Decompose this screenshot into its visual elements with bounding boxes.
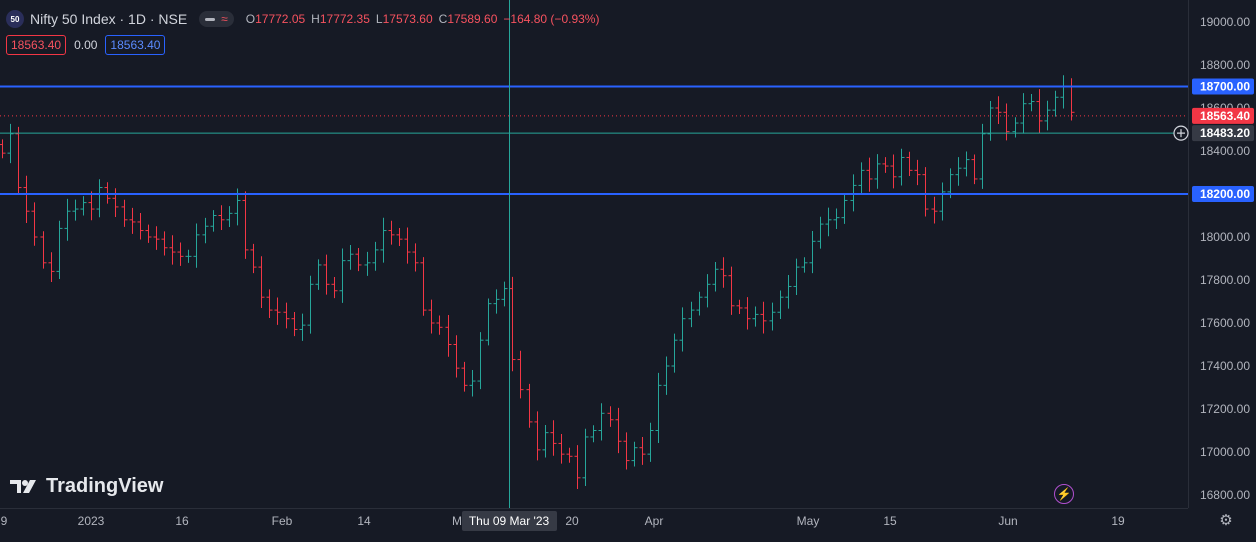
price-label-lower: 18200.00: [1200, 187, 1250, 201]
y-tick-label: 17000.00: [1200, 445, 1250, 459]
indicator-wave-icon[interactable]: ≈: [221, 12, 228, 26]
price-label-lower-bg: [1192, 186, 1254, 202]
y-tick-label: 16800.00: [1200, 488, 1250, 502]
close-value: 17589.60: [447, 12, 498, 26]
tradingview-logo-icon: [10, 479, 36, 493]
x-tick-label: 16: [175, 514, 189, 528]
x-tick-label: 15: [883, 514, 897, 528]
close-label: C: [438, 12, 448, 26]
ohlc-values: O17772.05 H17772.35 L17573.60 C17589.60 …: [246, 12, 600, 26]
sell-button[interactable]: 18563.40: [6, 35, 67, 55]
y-tick-label: 17400.00: [1200, 359, 1250, 373]
y-tick-label: 17200.00: [1200, 402, 1250, 416]
low-value: 17573.60: [382, 12, 433, 26]
visibility-toggle[interactable]: ≈: [199, 11, 234, 27]
trade-buttons: 18563.40 0.00 18563.40: [6, 35, 166, 55]
gear-icon[interactable]: ⚙: [1219, 512, 1233, 529]
y-tick-label: 17600.00: [1200, 316, 1250, 330]
eye-icon[interactable]: [205, 17, 216, 21]
spread-value: 0.00: [74, 38, 98, 52]
x-tick-label: 9: [1, 514, 8, 528]
y-tick-label: 18800.00: [1200, 58, 1250, 72]
x-tick-label: 19: [1111, 514, 1125, 528]
price-label-crosshair: 18483.20: [1200, 126, 1250, 140]
crosshair-date-label: Thu 09 Mar '23: [469, 514, 550, 528]
y-tick-label: 17800.00: [1200, 273, 1250, 287]
logo-text: TradingView: [46, 475, 164, 497]
crosshair-date-bg: [462, 511, 557, 531]
tradingview-logo[interactable]: TradingView: [10, 475, 163, 498]
high-value: 17772.35: [319, 12, 370, 26]
x-tick-label: M: [452, 514, 462, 528]
crosshair-plus-icon-glyph: [1177, 129, 1185, 138]
symbol-logo-icon: 50: [6, 10, 24, 28]
price-label-last: 18563.40: [1200, 109, 1250, 123]
x-tick-label: Apr: [645, 514, 664, 528]
change-value: −164.80 (−0.93%): [503, 12, 600, 26]
y-tick-label: 18400.00: [1200, 144, 1250, 158]
symbol-title[interactable]: Nifty 50 Index · 1D · NSE: [30, 11, 188, 27]
x-tick-label: Jun: [998, 514, 1017, 528]
price-label-upper: 18700.00: [1200, 80, 1250, 94]
x-tick-label: 2023: [78, 514, 105, 528]
x-tick-label: May: [797, 514, 820, 528]
x-tick-label: 14: [357, 514, 371, 528]
price-label-upper-bg: [1192, 78, 1254, 95]
open-value: 17772.05: [255, 12, 306, 26]
x-tick-label: 20: [565, 514, 579, 528]
symbol-header: 50 Nifty 50 Index · 1D · NSE ≈ O17772.05…: [6, 9, 599, 29]
high-label: H: [311, 12, 320, 26]
y-tick-label: 18000.00: [1200, 230, 1250, 244]
y-tick-label: 19000.00: [1200, 15, 1250, 29]
low-label: L: [375, 12, 383, 26]
price-label-crosshair-bg: [1192, 125, 1254, 142]
price-label-last-bg: [1192, 107, 1254, 124]
open-label: O: [245, 12, 256, 26]
x-tick-label: Feb: [272, 514, 293, 528]
buy-button[interactable]: 18563.40: [105, 35, 166, 55]
lightning-icon[interactable]: ⚡: [1054, 484, 1074, 504]
